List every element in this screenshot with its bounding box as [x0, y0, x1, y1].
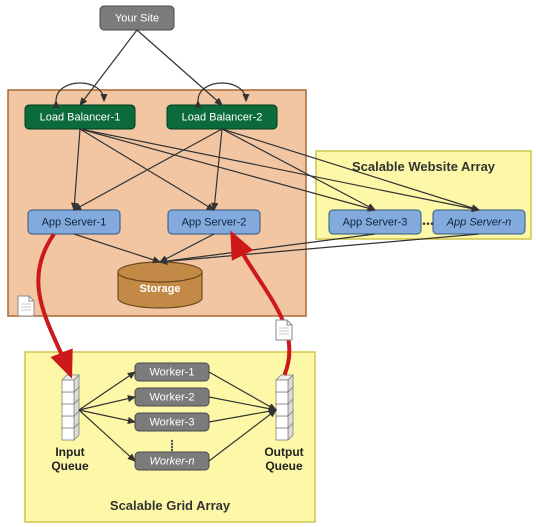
- app1-label: App Server-1: [42, 216, 107, 228]
- workern-label: Worker-n: [149, 455, 194, 467]
- workers-ellipsis: [171, 449, 173, 451]
- output-queue: [276, 380, 288, 392]
- output-queue-label: Queue: [265, 459, 303, 473]
- app3-label: App Server-3: [343, 216, 408, 228]
- website-array-label: Scalable Website Array: [352, 159, 496, 174]
- input-queue: [62, 404, 74, 416]
- worker1-label: Worker-1: [149, 366, 194, 378]
- right-file-icon: [276, 320, 292, 340]
- grid-array-label: Scalable Grid Array: [110, 498, 231, 513]
- worker2-label: Worker-2: [149, 391, 194, 403]
- input-queue: [62, 380, 74, 392]
- left-file-icon: [18, 296, 34, 316]
- output-queue: [276, 404, 288, 416]
- input-queue-label: Input: [55, 445, 84, 459]
- lb2-label: Load Balancer-2: [182, 111, 263, 123]
- workers-ellipsis: [171, 440, 173, 442]
- output-queue: [276, 428, 288, 440]
- workers-ellipsis: [171, 446, 173, 448]
- app2-label: App Server-2: [182, 216, 247, 228]
- worker3-label: Worker-3: [149, 416, 194, 428]
- lb1-label: Load Balancer-1: [40, 111, 121, 123]
- workers-ellipsis: [171, 443, 173, 445]
- input-queue: [62, 392, 74, 404]
- storage-label: Storage: [140, 283, 181, 295]
- input-queue: [62, 428, 74, 440]
- output-queue-label: Output: [264, 445, 303, 459]
- output-queue: [276, 392, 288, 404]
- input-queue-label: Queue: [51, 459, 89, 473]
- appn-label: App Server-n: [446, 216, 512, 228]
- input-queue: [62, 416, 74, 428]
- your_site-label: Your Site: [115, 12, 159, 24]
- apps-ellipsis: ...: [422, 212, 434, 229]
- output-queue: [276, 416, 288, 428]
